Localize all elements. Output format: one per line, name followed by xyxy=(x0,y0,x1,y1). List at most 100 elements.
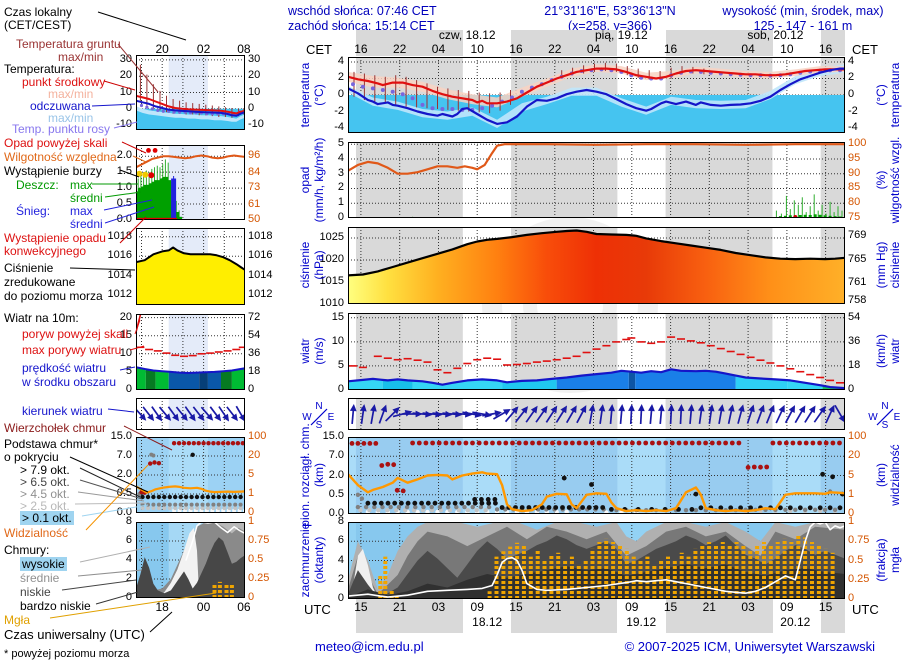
tick-label: 4 xyxy=(337,54,344,67)
tick-label: 10 xyxy=(119,346,132,359)
legend-wind-speed-1: prędkość wiatru xyxy=(22,361,107,375)
tick-label: 15 xyxy=(818,600,833,614)
tick-label: 09 xyxy=(625,600,639,614)
legend-clouds-verylow: bardzo niskie xyxy=(20,599,91,613)
legend-cloud-top: Wierzchołek chmur xyxy=(4,421,107,435)
tick-label: 16 xyxy=(354,42,368,56)
tick-label: 90 xyxy=(848,166,861,179)
tick-label: 04 xyxy=(586,42,601,56)
legend-okta-65: > 6.5 okt. xyxy=(20,475,70,489)
tick-label: 6 xyxy=(337,534,344,547)
panel-mini-wind-direction xyxy=(136,398,245,430)
legend-clouds-high: wysokie xyxy=(20,557,67,571)
tick-label: 03 xyxy=(741,600,755,614)
tick-label: 8 xyxy=(337,515,344,527)
contact-email-link[interactable]: meteo@icm.edu.pl xyxy=(315,639,424,654)
tick-label: 36 xyxy=(848,334,861,347)
tick-label: 2 xyxy=(125,572,132,584)
tick-label: 5 xyxy=(337,358,344,371)
tick-label: 3 xyxy=(337,166,344,179)
tick-label: 21 xyxy=(548,600,562,614)
cet-label-right: CET xyxy=(852,42,878,57)
tick-label: 1014 xyxy=(107,268,132,281)
tick-label: 0.75 xyxy=(248,534,270,546)
tick-label: 10 xyxy=(780,42,794,56)
tick-label: 72 xyxy=(248,310,261,323)
legend-rain-avg: średni xyxy=(70,191,103,205)
tick-label: 18 xyxy=(155,600,169,614)
coordinates-label: 21°31'16"E, 53°36'13"N xyxy=(544,4,676,18)
location-info: 21°31'16"E, 53°36'13"N (x=258, y=366) xyxy=(505,4,715,34)
tick-label: 15.0 xyxy=(322,430,344,442)
tick-label: 09 xyxy=(470,600,484,614)
tick-label: 21 xyxy=(702,600,716,614)
panel-mini-cloud-extent xyxy=(136,437,245,513)
compass-w: W xyxy=(302,412,312,423)
tick-label: 100 xyxy=(248,430,267,442)
tick-label: 0 xyxy=(848,88,855,100)
tick-label: 10 xyxy=(331,334,344,347)
tick-label: 1 xyxy=(848,487,855,500)
tick-label: 1015 xyxy=(319,275,344,287)
legend-temp-header: Temperatura: xyxy=(4,62,75,76)
time-axis-strip xyxy=(348,599,845,633)
compass-e: E xyxy=(328,412,335,423)
compass-s: S xyxy=(316,420,323,430)
tick-label: 1020 xyxy=(319,253,344,265)
panel-mini-pressure xyxy=(136,228,245,305)
legend-wind10: Wiatr na 10m: xyxy=(4,311,79,325)
legend-convective-2: konwekcyjnego xyxy=(4,244,87,258)
tick-label: 50 xyxy=(248,213,261,225)
tick-label: 1012 xyxy=(107,288,132,301)
tick-label: 0 xyxy=(248,506,255,518)
legend-feels-mm: max/min xyxy=(48,111,94,125)
tick-label: 2.0 xyxy=(116,468,132,480)
tick-label: 1014 xyxy=(248,268,273,281)
tick-label: 85 xyxy=(848,181,861,194)
panel-main-cloud-cover xyxy=(348,522,845,599)
tick-label: 0 xyxy=(848,383,855,395)
tick-label: 15 xyxy=(119,328,132,341)
axis-title: (frakcja) mgła xyxy=(874,538,902,582)
tick-label: 2 xyxy=(848,71,855,84)
panel-main-temperature xyxy=(348,57,845,133)
tick-label: 84 xyxy=(248,165,261,178)
altitude-title: wysokość (min, środek, max) xyxy=(722,4,884,18)
tick-label: 04 xyxy=(431,42,446,56)
grid-point-label: (x=258, y=366) xyxy=(567,19,653,33)
svg-text:N: N xyxy=(881,401,888,412)
panel-mini-precip xyxy=(136,145,245,220)
panel-mini-cloud-cover xyxy=(136,522,245,598)
legend-clouds-header: Chmury: xyxy=(4,543,50,557)
tick-label: 4 xyxy=(125,553,132,565)
cet-label-left: CET xyxy=(306,42,332,57)
tick-label: 0.25 xyxy=(848,572,870,585)
copyright: © 2007-2025 ICM, Uniwersytet Warszawski xyxy=(624,639,875,654)
tick-label: 10 xyxy=(248,85,261,98)
tick-label: 16 xyxy=(818,42,833,56)
legend-gust-max: max porywy wiatru xyxy=(22,343,122,357)
tick-label: 0 xyxy=(337,383,344,395)
tick-label: -4 xyxy=(848,121,858,134)
tick-label: 761 xyxy=(848,276,867,289)
legend-clouds-low: niskie xyxy=(20,585,51,599)
tick-label: 80 xyxy=(848,196,861,209)
tick-label: 0.75 xyxy=(848,534,870,547)
sun-info: wschód słońca: 07:46 CET zachód słońca: … xyxy=(288,4,437,34)
tick-label: 96 xyxy=(248,149,261,162)
tick-label: 2 xyxy=(337,572,344,585)
legend-visibility: Widzialność xyxy=(4,526,69,540)
legend-temp-mid-mm: max/min xyxy=(48,87,94,101)
sunset-label: zachód słońca: 15:14 CET xyxy=(288,19,435,33)
tick-label: 0 xyxy=(248,383,255,395)
legend-wind-direction: kierunek wiatru xyxy=(22,404,103,418)
legend-convective-1: Wystąpienie opadu xyxy=(4,231,106,245)
tick-label: 10 xyxy=(470,42,484,56)
tick-label: 0.25 xyxy=(248,572,270,584)
legend-snow-max: max xyxy=(70,204,93,218)
utc-label-left: UTC xyxy=(304,602,331,617)
legend-gust-overscale: poryw powyżej skali xyxy=(22,327,129,341)
tick-label: 22 xyxy=(548,42,562,56)
tick-label: 758 xyxy=(848,293,867,306)
tick-label: 100 xyxy=(848,430,867,442)
